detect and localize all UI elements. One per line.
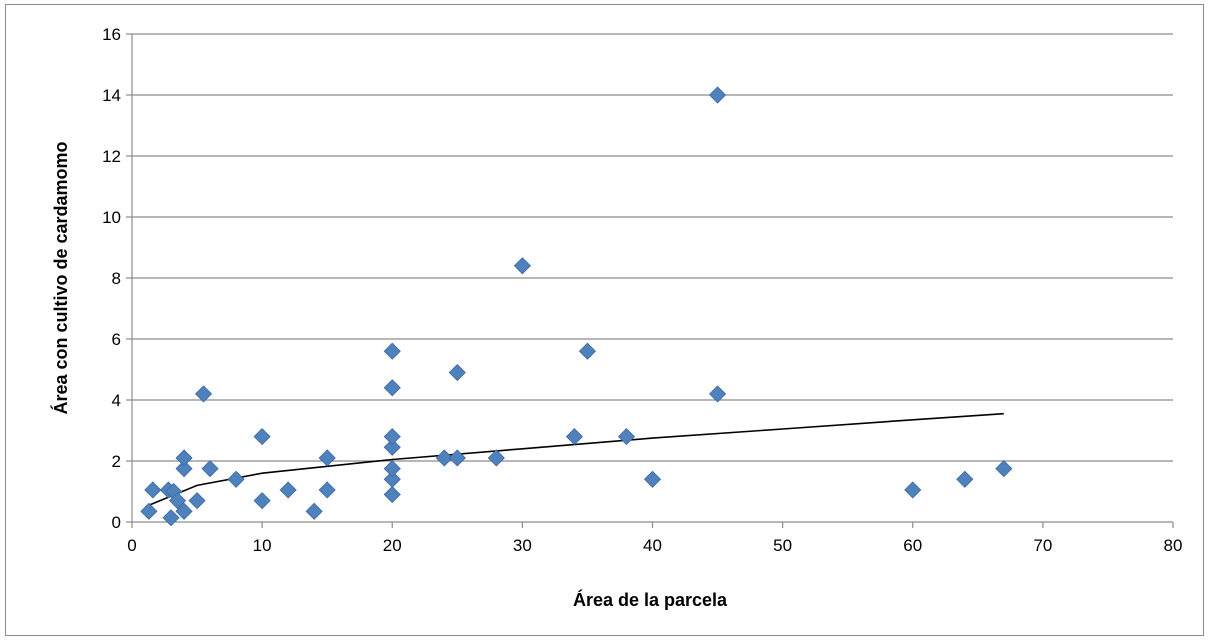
data-point: [201, 460, 219, 478]
y-tick-label: 4: [112, 391, 121, 410]
y-tick-label: 16: [102, 25, 121, 44]
y-tick-label: 14: [102, 86, 121, 105]
data-point: [383, 460, 401, 478]
data-point: [383, 485, 401, 504]
data-point: [188, 492, 206, 510]
data-point: [435, 449, 453, 467]
data-point: [140, 502, 158, 520]
data-point: [513, 257, 531, 275]
y-tick-label: 6: [112, 330, 121, 349]
data-point: [487, 449, 505, 467]
y-tick-label: 12: [102, 147, 121, 166]
x-tick-label: 10: [253, 536, 272, 555]
x-tick-label: 60: [903, 536, 922, 555]
data-point: [279, 481, 297, 499]
data-points: [140, 86, 1013, 527]
data-point: [448, 363, 466, 382]
data-point: [253, 428, 271, 446]
data-point: [617, 428, 636, 446]
data-point: [168, 492, 187, 510]
axes: [126, 33, 1174, 528]
trendline: [148, 412, 1004, 506]
data-point: [227, 470, 245, 488]
data-point: [383, 470, 401, 488]
x-tick-label: 80: [1164, 536, 1183, 555]
data-point: [904, 481, 922, 499]
data-point: [144, 481, 162, 499]
trendline-group: [148, 412, 1004, 506]
data-point: [565, 428, 583, 446]
x-axis-title: Área de la parcela: [573, 589, 728, 610]
data-point: [175, 460, 193, 478]
data-point: [448, 449, 466, 467]
data-point: [318, 481, 336, 499]
tick-labels: 0 2 4 6 8 10 12 14 16 0 10 20 30 40 50 60 70 80: [102, 25, 1182, 555]
data-point: [578, 342, 597, 360]
data-point: [195, 385, 213, 403]
x-tick-label: 50: [773, 536, 792, 555]
data-point: [383, 342, 401, 360]
y-tick-label: 10: [102, 208, 121, 227]
data-point: [956, 470, 974, 488]
data-point: [643, 470, 662, 488]
y-tick-label: 8: [112, 269, 121, 288]
data-point: [995, 460, 1013, 478]
y-tick-label: 0: [112, 513, 121, 532]
x-tick-label: 30: [513, 536, 532, 555]
chart-frame: [5, 4, 1204, 636]
x-tick-label: 70: [1033, 536, 1052, 555]
y-axis-title: Área con cultivo de cardamomo: [50, 141, 71, 414]
data-point: [708, 86, 727, 104]
gridlines: [132, 33, 1173, 462]
x-tick-label: 0: [127, 536, 136, 555]
data-point: [383, 379, 401, 397]
data-point: [708, 385, 727, 403]
data-point: [162, 509, 180, 527]
data-point: [253, 492, 271, 510]
data-point: [175, 449, 193, 467]
data-point: [318, 449, 336, 467]
x-tick-label: 20: [383, 536, 402, 555]
x-tick-label: 40: [643, 536, 662, 555]
data-point: [175, 502, 193, 520]
data-point: [305, 502, 323, 520]
y-tick-label: 2: [112, 452, 121, 471]
data-point: [383, 438, 401, 456]
data-point: [383, 428, 401, 446]
